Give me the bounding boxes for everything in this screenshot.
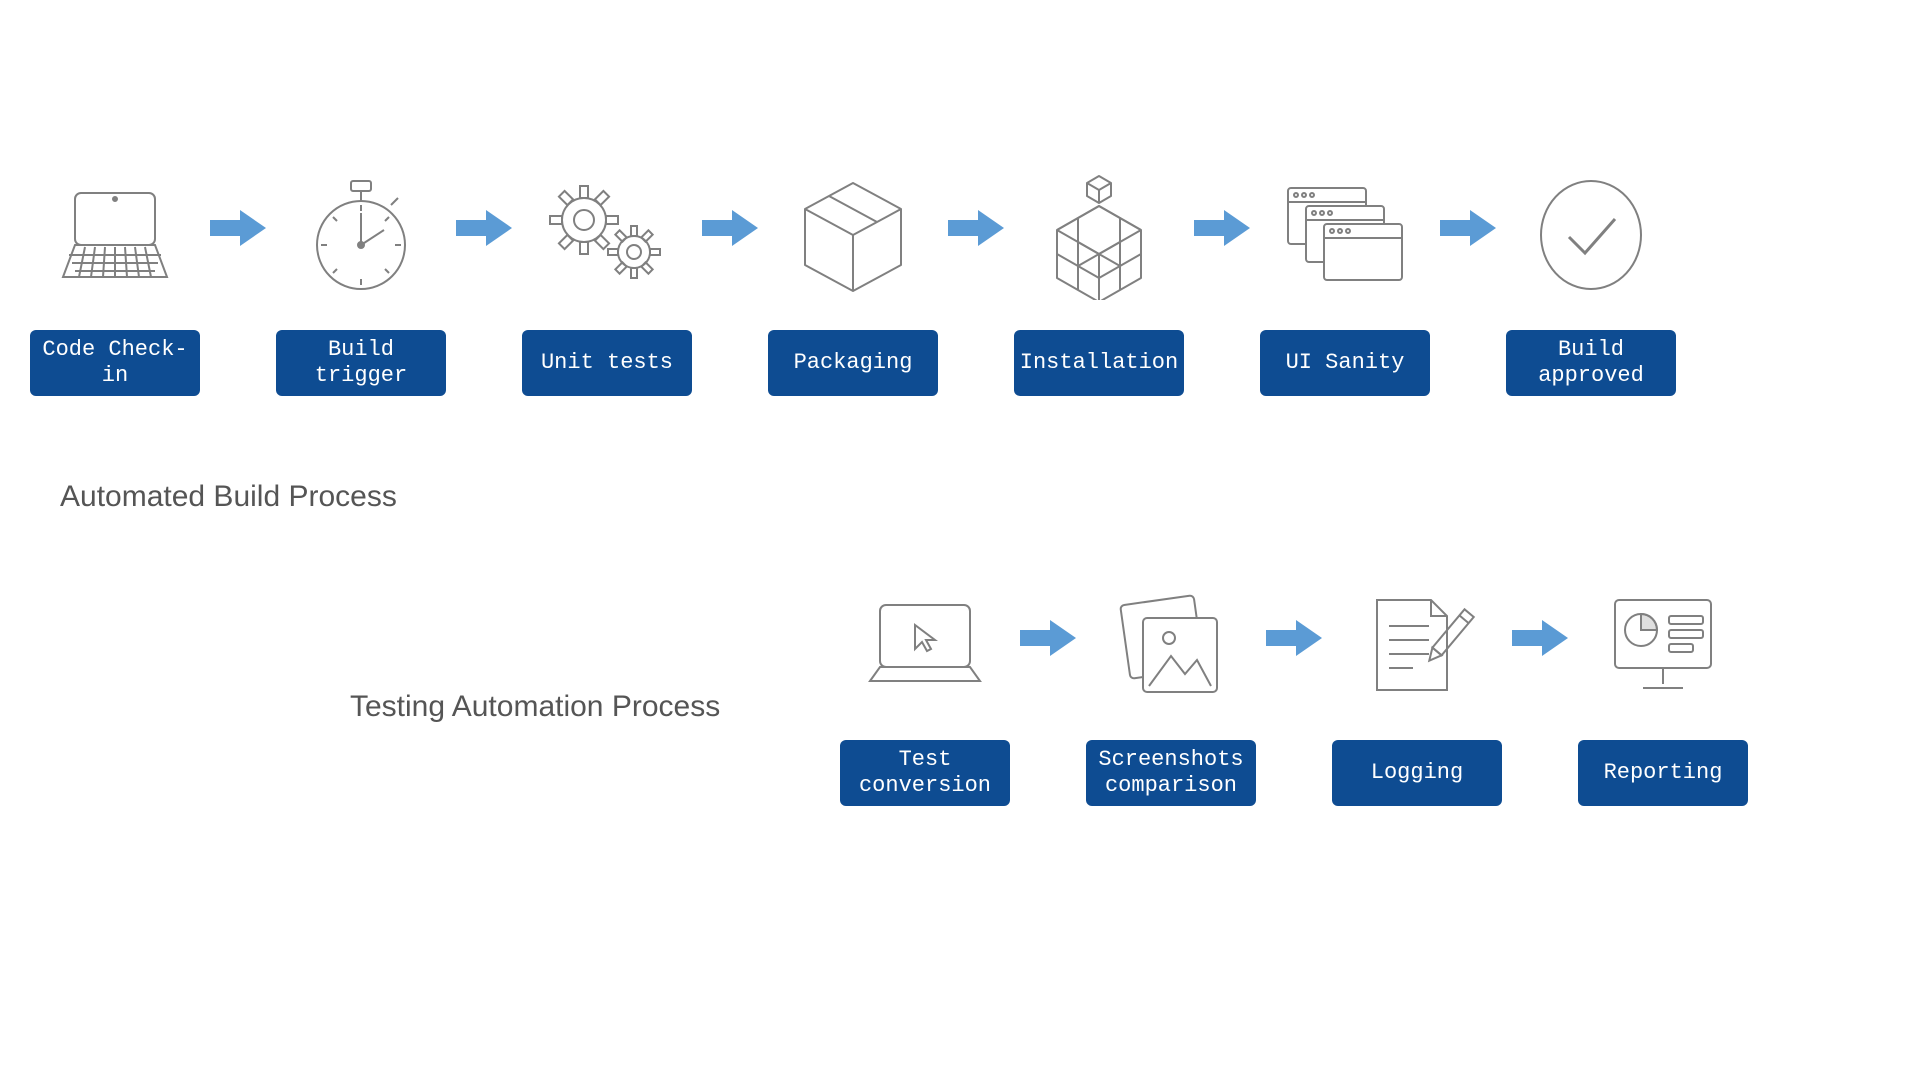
step-screenshots-comparison: Screenshots comparison [1086,580,1256,806]
step-label: Unit tests [522,330,692,396]
step-logging: Logging [1332,580,1502,806]
step-label: Reporting [1578,740,1748,806]
arrow-icon [1440,210,1496,246]
step-label: Logging [1332,740,1502,806]
arrow-icon [1194,210,1250,246]
step-label: Installation [1014,330,1184,396]
build-process-row: Code Check- in Build trigger [30,170,1676,396]
document-pencil-icon [1357,580,1477,710]
report-screen-icon [1603,580,1723,710]
arrow-icon [702,210,758,246]
cubes-icon [1044,170,1154,300]
images-icon [1111,580,1231,710]
step-installation: Installation [1014,170,1184,396]
step-label: UI Sanity [1260,330,1430,396]
arrow-icon [948,210,1004,246]
step-label: Screenshots comparison [1086,740,1256,806]
step-unit-tests: Unit tests [522,170,692,396]
arrow-icon [210,210,266,246]
testing-process-row: Test conversion Screenshots comparison L… [840,580,1748,806]
box-icon [793,170,913,300]
step-label: Build trigger [276,330,446,396]
arrow-icon [456,210,512,246]
step-label: Test conversion [840,740,1010,806]
testing-process-title: Testing Automation Process [350,690,720,724]
step-label: Packaging [768,330,938,396]
step-build-trigger: Build trigger [276,170,446,396]
step-test-conversion: Test conversion [840,580,1010,806]
arrow-icon [1266,620,1322,656]
check-circle-icon [1531,170,1651,300]
step-code-check-in: Code Check- in [30,170,200,396]
step-label: Code Check- in [30,330,200,396]
laptop-cursor-icon [860,580,990,710]
step-reporting: Reporting [1578,580,1748,806]
laptop-icon [55,170,175,300]
arrow-icon [1020,620,1076,656]
stopwatch-icon [306,170,416,300]
arrow-icon [1512,620,1568,656]
step-build-approved: Build approved [1506,170,1676,396]
step-label: Build approved [1506,330,1676,396]
build-process-title: Automated Build Process [60,480,397,514]
windows-icon [1280,170,1410,300]
step-packaging: Packaging [768,170,938,396]
step-ui-sanity: UI Sanity [1260,170,1430,396]
gears-icon [542,170,672,300]
